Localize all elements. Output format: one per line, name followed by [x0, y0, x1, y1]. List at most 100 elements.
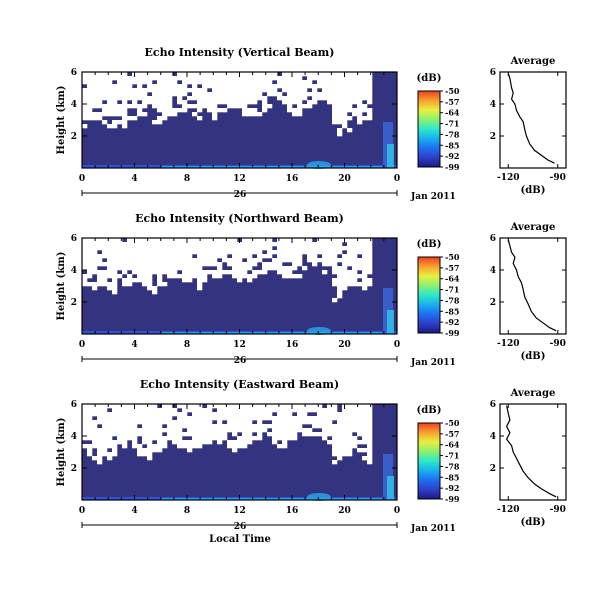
heatmap-gap-cell	[292, 262, 298, 267]
colorbar-tick-label: -85	[445, 472, 459, 482]
heatmap-gap-cell	[142, 80, 148, 85]
heatmap-gap-cell	[227, 246, 233, 251]
heatmap-gap-cell	[282, 416, 288, 421]
heatmap-gap-cell	[302, 92, 308, 97]
heatmap-gap-cell	[212, 116, 218, 121]
heatmap-gap-cell	[157, 100, 163, 105]
heatmap-gap-cell	[162, 116, 168, 121]
heatmap-gap-cell	[162, 108, 168, 113]
heatmap-gap-cell	[362, 286, 368, 291]
heatmap-gap-cell	[252, 424, 258, 429]
heatmap-gap-cell	[152, 286, 158, 291]
heatmap-gap-cell	[127, 254, 133, 259]
heatmap-gap-cell	[352, 92, 358, 97]
heatmap-gap-cell	[277, 76, 283, 81]
heatmap-gap-cell	[307, 104, 313, 109]
heatmap-gap-cell	[167, 408, 173, 413]
heatmap-gap-cell	[97, 80, 103, 85]
heatmap-gap-cell	[347, 452, 353, 457]
heatmap-gap-cell	[87, 428, 93, 433]
heatmap-gap-cell	[92, 456, 98, 461]
heatmap-gap-cell	[102, 404, 108, 409]
heatmap-gap-cell	[217, 274, 223, 279]
heatmap-gap-cell	[207, 440, 213, 445]
heatmap-gap-cell	[122, 80, 128, 85]
heatmap-gap-cell	[277, 262, 283, 267]
heatmap-gap-cell	[122, 282, 128, 287]
heatmap-gap-cell	[257, 428, 263, 433]
heatmap-gap-cell	[317, 404, 323, 409]
heatmap-gap-cell	[242, 416, 248, 421]
heatmap-gap-cell	[202, 408, 208, 413]
heatmap-gap-cell	[347, 448, 353, 453]
heatmap-gap-cell	[142, 412, 148, 417]
heatmap-gap-cell	[182, 262, 188, 267]
heatmap-gap-cell	[332, 116, 338, 121]
heatmap-gap-cell	[102, 448, 108, 453]
heatmap-gap-cell	[212, 88, 218, 93]
heatmap-gap-cell	[252, 96, 258, 101]
heatmap-gap-cell	[307, 416, 313, 421]
heatmap-gap-cell	[82, 274, 88, 279]
heatmap-gap-cell	[147, 424, 153, 429]
heatmap-gap-cell	[137, 104, 143, 109]
heatmap-gap-cell	[267, 412, 273, 417]
heatmap-gap-cell	[112, 424, 118, 429]
heatmap-gap-cell	[287, 96, 293, 101]
heatmap-gap-cell	[297, 412, 303, 417]
heatmap-gap-cell	[147, 274, 153, 279]
heatmap-gap-cell	[327, 432, 333, 437]
heatmap-gap-cell	[92, 112, 98, 117]
heatmap-gap-cell	[187, 242, 193, 247]
heatmap-gap-cell	[222, 92, 228, 97]
heatmap-gap-cell	[207, 250, 213, 255]
heatmap-gap-cell	[107, 274, 113, 279]
heatmap-gap-cell	[152, 120, 158, 125]
heatmap-gap-cell	[352, 254, 358, 259]
heatmap-gap-cell	[167, 420, 173, 425]
heatmap-gap-cell	[282, 96, 288, 101]
heatmap-gap-cell	[97, 246, 103, 251]
heatmap-gap-cell	[212, 262, 218, 267]
heatmap-gap-cell	[227, 92, 233, 97]
heatmap-gap-cell	[322, 96, 328, 101]
heatmap-gap-cell	[137, 444, 143, 449]
heatmap-gap-cell	[332, 278, 338, 283]
heatmap-gap-cell	[302, 84, 308, 89]
heatmap-gap-cell	[337, 104, 343, 109]
heatmap-gap-cell	[162, 112, 168, 117]
heatmap-gap-cell	[317, 76, 323, 81]
heatmap-gap-cell	[287, 250, 293, 255]
heatmap-gap-cell	[87, 270, 93, 275]
heatmap-gap-cell	[342, 262, 348, 267]
heatmap-gap-cell	[172, 262, 178, 267]
heatmap-gap-cell	[112, 278, 118, 283]
heatmap-gap-cell	[87, 238, 93, 243]
heatmap-gap-cell	[237, 270, 243, 275]
heatmap-gap-cell	[137, 404, 143, 409]
heatmap-gap-cell	[222, 84, 228, 89]
heatmap-gap-cell	[122, 254, 128, 259]
heatmap-gap-cell	[357, 246, 363, 251]
heatmap-gap-cell	[127, 278, 133, 283]
heatmap-gap-cell	[347, 116, 353, 121]
heatmap-gap-cell	[92, 88, 98, 93]
heatmap-gap-cell	[157, 448, 163, 453]
heatmap-gap-cell	[187, 278, 193, 283]
heatmap-gap-cell	[362, 76, 368, 81]
heatmap-gap-cell	[137, 428, 143, 433]
profile-x-axis-label: (dB)	[521, 185, 546, 196]
heatmap-gap-cell	[347, 100, 353, 105]
heatmap-gap-cell	[357, 92, 363, 97]
heatmap-gap-cell	[347, 128, 353, 133]
heatmap-gap-cell	[122, 84, 128, 89]
heatmap-gap-cell	[112, 266, 118, 271]
heatmap-gap-cell	[312, 96, 318, 101]
profile-frame	[499, 403, 567, 501]
heatmap-gap-cell	[237, 100, 243, 105]
heatmap-gap-cell	[357, 112, 363, 117]
heatmap-gap-cell	[122, 262, 128, 267]
heatmap-gap-cell	[127, 262, 133, 267]
heatmap-gap-cell	[332, 440, 338, 445]
heatmap-gap-cell	[187, 250, 193, 255]
